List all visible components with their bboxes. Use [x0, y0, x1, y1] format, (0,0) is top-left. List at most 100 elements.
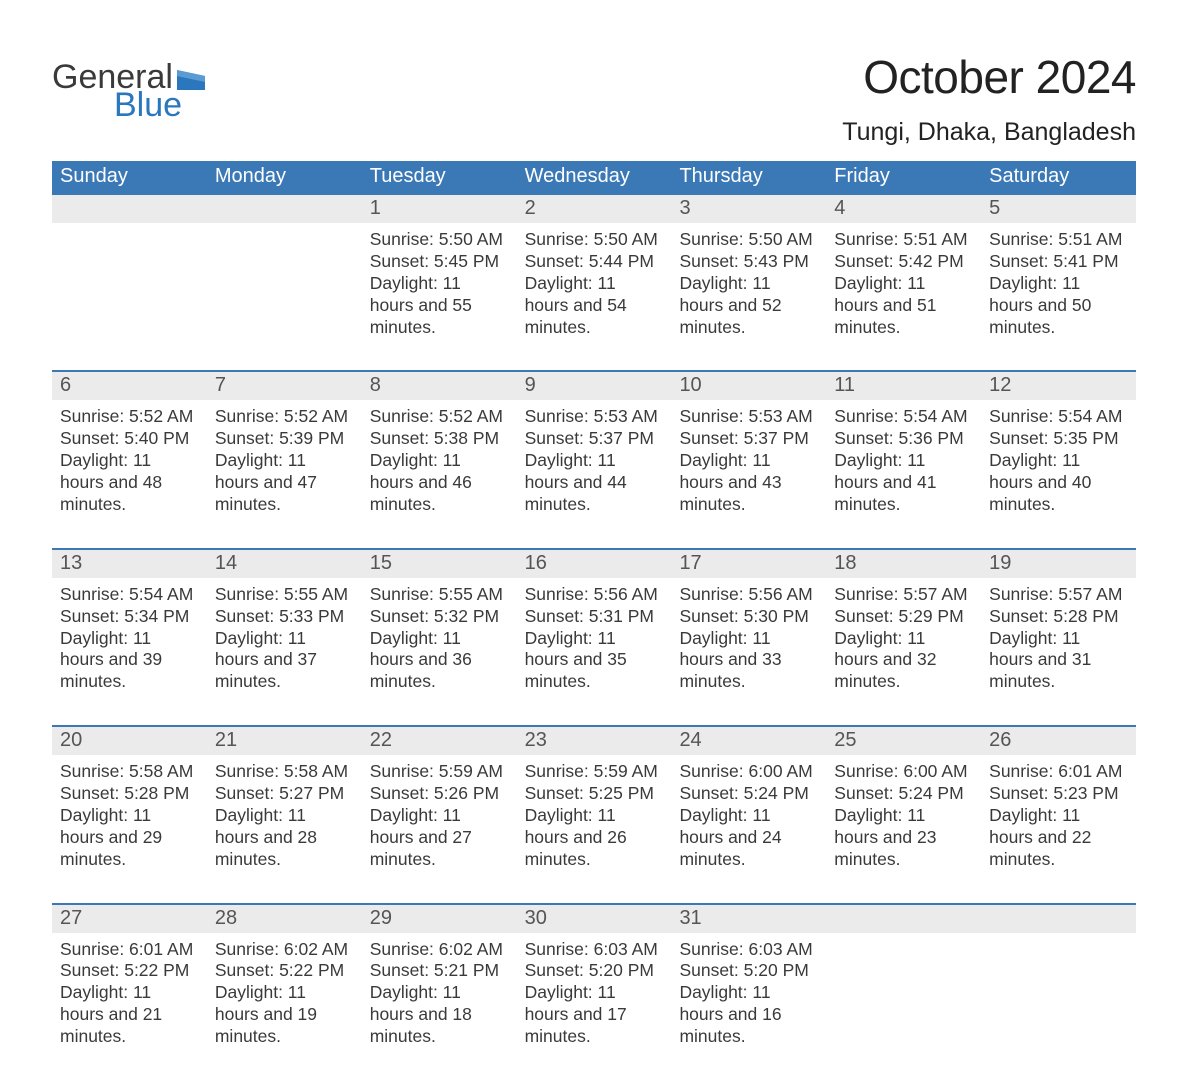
sunrise-line: Sunrise: 5:50 AM [679, 229, 818, 251]
dow-header-cell: Saturday [981, 161, 1136, 193]
day-number: 23 [517, 725, 672, 755]
day-body: Sunrise: 6:00 AMSunset: 5:24 PMDaylight:… [826, 755, 981, 870]
day-body: Sunrise: 5:57 AMSunset: 5:29 PMDaylight:… [826, 578, 981, 693]
day-body: Sunrise: 5:52 AMSunset: 5:40 PMDaylight:… [52, 400, 207, 515]
daylight-line: Daylight: 11 hours and 36 minutes. [370, 628, 509, 694]
day-cell: 18Sunrise: 5:57 AMSunset: 5:29 PMDayligh… [826, 548, 981, 725]
sunset-line: Sunset: 5:45 PM [370, 251, 509, 273]
daylight-line: Daylight: 11 hours and 47 minutes. [215, 450, 354, 516]
daylight-line: Daylight: 11 hours and 16 minutes. [679, 982, 818, 1048]
day-cell: 4Sunrise: 5:51 AMSunset: 5:42 PMDaylight… [826, 193, 981, 370]
day-number: 2 [517, 193, 672, 223]
day-body: Sunrise: 5:50 AMSunset: 5:45 PMDaylight:… [362, 223, 517, 338]
day-number: 19 [981, 548, 1136, 578]
day-number: 18 [826, 548, 981, 578]
day-number: 22 [362, 725, 517, 755]
day-cell: 20 Sunrise: 5:58 AMSunset: 5:28 PMDayligh… [52, 725, 207, 902]
day-cell [52, 193, 207, 370]
daylight-line: Daylight: 11 hours and 26 minutes. [525, 805, 664, 871]
sunset-line: Sunset: 5:23 PM [989, 783, 1128, 805]
day-cell: 8Sunrise: 5:52 AMSunset: 5:38 PMDaylight… [362, 370, 517, 547]
dow-header-cell: Sunday [52, 161, 207, 193]
day-cell: 14Sunrise: 5:55 AMSunset: 5:33 PMDayligh… [207, 548, 362, 725]
day-body: Sunrise: 5:52 AMSunset: 5:38 PMDaylight:… [362, 400, 517, 515]
day-number: 25 [826, 725, 981, 755]
day-cell: 17Sunrise: 5:56 AMSunset: 5:30 PMDayligh… [671, 548, 826, 725]
day-cell: 13Sunrise: 5:54 AMSunset: 5:34 PMDayligh… [52, 548, 207, 725]
sunset-line: Sunset: 5:20 PM [525, 960, 664, 982]
daylight-line: Daylight: 11 hours and 28 minutes. [215, 805, 354, 871]
sunset-line: Sunset: 5:25 PM [525, 783, 664, 805]
day-number: 8 [362, 370, 517, 400]
sunrise-line: Sunrise: 5:50 AM [370, 229, 509, 251]
day-body: Sunrise: 6:02 AMSunset: 5:21 PMDaylight:… [362, 933, 517, 1048]
sunset-line: Sunset: 5:33 PM [215, 606, 354, 628]
week-row: 1Sunrise: 5:50 AMSunset: 5:45 PMDaylight… [52, 193, 1136, 370]
daylight-line: Daylight: 11 hours and 44 minutes. [525, 450, 664, 516]
day-number: 5 [981, 193, 1136, 223]
day-body: Sunrise: 5:53 AMSunset: 5:37 PMDaylight:… [671, 400, 826, 515]
day-body: Sunrise: 5:50 AMSunset: 5:43 PMDaylight:… [671, 223, 826, 338]
sunrise-line: Sunrise: 5:54 AM [989, 406, 1128, 428]
day-body: Sunrise: 5:52 AMSunset: 5:39 PMDaylight:… [207, 400, 362, 515]
sunrise-line: Sunrise: 5:56 AM [525, 584, 664, 606]
sunrise-line: Sunrise: 5:55 AM [215, 584, 354, 606]
daylight-line: Daylight: 11 hours and 29 minutes. [60, 805, 199, 871]
day-cell: 19Sunrise: 5:57 AMSunset: 5:28 PMDayligh… [981, 548, 1136, 725]
location-subtitle: Tungi, Dhaka, Bangladesh [842, 118, 1136, 147]
daylight-line: Daylight: 11 hours and 37 minutes. [215, 628, 354, 694]
day-cell: 5Sunrise: 5:51 AMSunset: 5:41 PMDaylight… [981, 193, 1136, 370]
sunset-line: Sunset: 5:29 PM [834, 606, 973, 628]
sunrise-line: Sunrise: 5:54 AM [834, 406, 973, 428]
daylight-line: Daylight: 11 hours and 43 minutes. [679, 450, 818, 516]
sunset-line: Sunset: 5:39 PM [215, 428, 354, 450]
day-body: Sunrise: 5:56 AMSunset: 5:31 PMDaylight:… [517, 578, 672, 693]
day-number: 12 [981, 370, 1136, 400]
day-number: 9 [517, 370, 672, 400]
day-cell [981, 903, 1136, 1080]
sunset-line: Sunset: 5:38 PM [370, 428, 509, 450]
daylight-line: Daylight: 11 hours and 46 minutes. [370, 450, 509, 516]
sunset-line: Sunset: 5:43 PM [679, 251, 818, 273]
day-body: Sunrise: 6:01 AMSunset: 5:22 PMDaylight:… [52, 933, 207, 1048]
day-body: Sunrise: 6:00 AMSunset: 5:24 PMDaylight:… [671, 755, 826, 870]
day-cell: 26Sunrise: 6:01 AMSunset: 5:23 PMDayligh… [981, 725, 1136, 902]
daylight-line: Daylight: 11 hours and 27 minutes. [370, 805, 509, 871]
week-row: 13Sunrise: 5:54 AMSunset: 5:34 PMDayligh… [52, 548, 1136, 725]
daylight-line: Daylight: 11 hours and 19 minutes. [215, 982, 354, 1048]
title-block: October 2024 Tungi, Dhaka, Bangladesh [842, 50, 1136, 147]
day-body: Sunrise: 6:02 AMSunset: 5:22 PMDaylight:… [207, 933, 362, 1048]
day-cell [826, 903, 981, 1080]
sunset-line: Sunset: 5:40 PM [60, 428, 199, 450]
sunset-line: Sunset: 5:27 PM [215, 783, 354, 805]
day-number: 17 [671, 548, 826, 578]
day-number: 15 [362, 548, 517, 578]
sunset-line: Sunset: 5:28 PM [60, 783, 199, 805]
dow-header-cell: Monday [207, 161, 362, 193]
page-header: General Blue October 2024 Tungi, Dhaka, … [52, 50, 1136, 147]
sunrise-line: Sunrise: 5:56 AM [679, 584, 818, 606]
sunset-line: Sunset: 5:20 PM [679, 960, 818, 982]
sunrise-line: Sunrise: 5:57 AM [989, 584, 1128, 606]
sunrise-line: Sunrise: 6:02 AM [215, 939, 354, 961]
daylight-line: Daylight: 11 hours and 22 minutes. [989, 805, 1128, 871]
day-cell: 3Sunrise: 5:50 AMSunset: 5:43 PMDaylight… [671, 193, 826, 370]
daylight-line: Daylight: 11 hours and 23 minutes. [834, 805, 973, 871]
daylight-line: Daylight: 11 hours and 32 minutes. [834, 628, 973, 694]
day-cell [207, 193, 362, 370]
week-row: 6Sunrise: 5:52 AMSunset: 5:40 PMDaylight… [52, 370, 1136, 547]
dow-header-cell: Friday [826, 161, 981, 193]
sunset-line: Sunset: 5:22 PM [60, 960, 199, 982]
sunset-line: Sunset: 5:41 PM [989, 251, 1128, 273]
day-cell: 27Sunrise: 6:01 AMSunset: 5:22 PMDayligh… [52, 903, 207, 1080]
day-body: Sunrise: 6:03 AMSunset: 5:20 PMDaylight:… [517, 933, 672, 1048]
day-cell: 30Sunrise: 6:03 AMSunset: 5:20 PMDayligh… [517, 903, 672, 1080]
day-body: Sunrise: 5:51 AMSunset: 5:42 PMDaylight:… [826, 223, 981, 338]
sunset-line: Sunset: 5:37 PM [525, 428, 664, 450]
day-number: 3 [671, 193, 826, 223]
sunrise-line: Sunrise: 5:58 AM [60, 761, 199, 783]
day-number [207, 193, 362, 223]
day-body: Sunrise: 5:55 AMSunset: 5:32 PMDaylight:… [362, 578, 517, 693]
day-number: 20 [52, 725, 207, 755]
sunrise-line: Sunrise: 5:59 AM [370, 761, 509, 783]
